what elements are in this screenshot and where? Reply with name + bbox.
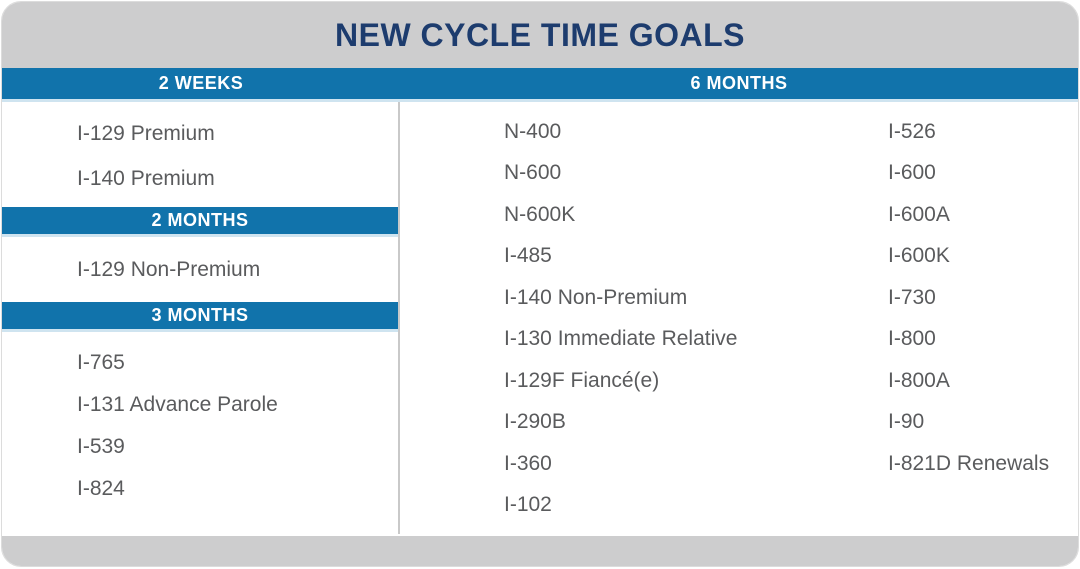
- card-footer: [2, 536, 1078, 566]
- six-months-section: N-400 N-600 N-600K I-485 I-140 Non-Premi…: [400, 102, 1078, 534]
- list-item: I-90: [888, 410, 925, 434]
- list-item: I-730: [888, 285, 936, 309]
- column-header-2-weeks: 2 WEEKS: [158, 73, 244, 93]
- list-item: I-485: [504, 244, 552, 268]
- page-title: NEW CYCLE TIME GOALS: [335, 16, 745, 53]
- six-months-column-2: I-526 I-600 I-600A I-600K I-730 I-800 I-…: [835, 102, 1078, 534]
- list-item: I-526: [888, 119, 936, 143]
- list-item: I-129 Premium: [77, 121, 215, 145]
- list-item: I-140 Non-Premium: [504, 285, 688, 309]
- list-item: I-129 Non-Premium: [77, 258, 261, 281]
- list-item: N-600K: [504, 202, 576, 226]
- list-item: I-600: [888, 161, 936, 185]
- list-item: I-600A: [888, 202, 950, 226]
- card-header: NEW CYCLE TIME GOALS: [2, 2, 1078, 68]
- column-header-band: 2 WEEKS 6 MONTHS: [2, 68, 1078, 102]
- list-item: I-600K: [888, 244, 950, 268]
- list-item: I-130 Immediate Relative: [504, 327, 738, 351]
- list-item: I-290B: [504, 410, 566, 434]
- column-header-6-months: 6 MONTHS: [690, 73, 788, 93]
- list-item: I-800A: [888, 368, 950, 392]
- list-item: N-600: [504, 161, 562, 185]
- section-header-3-months: 3 MONTHS: [2, 302, 398, 332]
- list-item: I-539: [77, 435, 125, 458]
- list-item: I-824: [77, 477, 125, 500]
- left-column: I-129 Premium I-140 Premium 2 MONTHS I-1…: [2, 102, 400, 534]
- table-body: I-129 Premium I-140 Premium 2 MONTHS I-1…: [2, 102, 1078, 534]
- list-item: I-131 Advance Parole: [77, 393, 278, 416]
- list-item: I-140 Premium: [77, 166, 215, 190]
- section-header-2-months: 2 MONTHS: [2, 207, 398, 237]
- six-months-column-1: N-400 N-600 N-600K I-485 I-140 Non-Premi…: [400, 102, 835, 534]
- list-item: I-129F Fiancé(e): [504, 368, 660, 392]
- list-item: I-800: [888, 327, 936, 351]
- list-item: I-360: [504, 451, 552, 475]
- list-item: I-102: [504, 493, 552, 517]
- list-item: I-821D Renewals: [888, 451, 1050, 475]
- list-item: N-400: [504, 119, 562, 143]
- list-item: I-765: [77, 351, 125, 374]
